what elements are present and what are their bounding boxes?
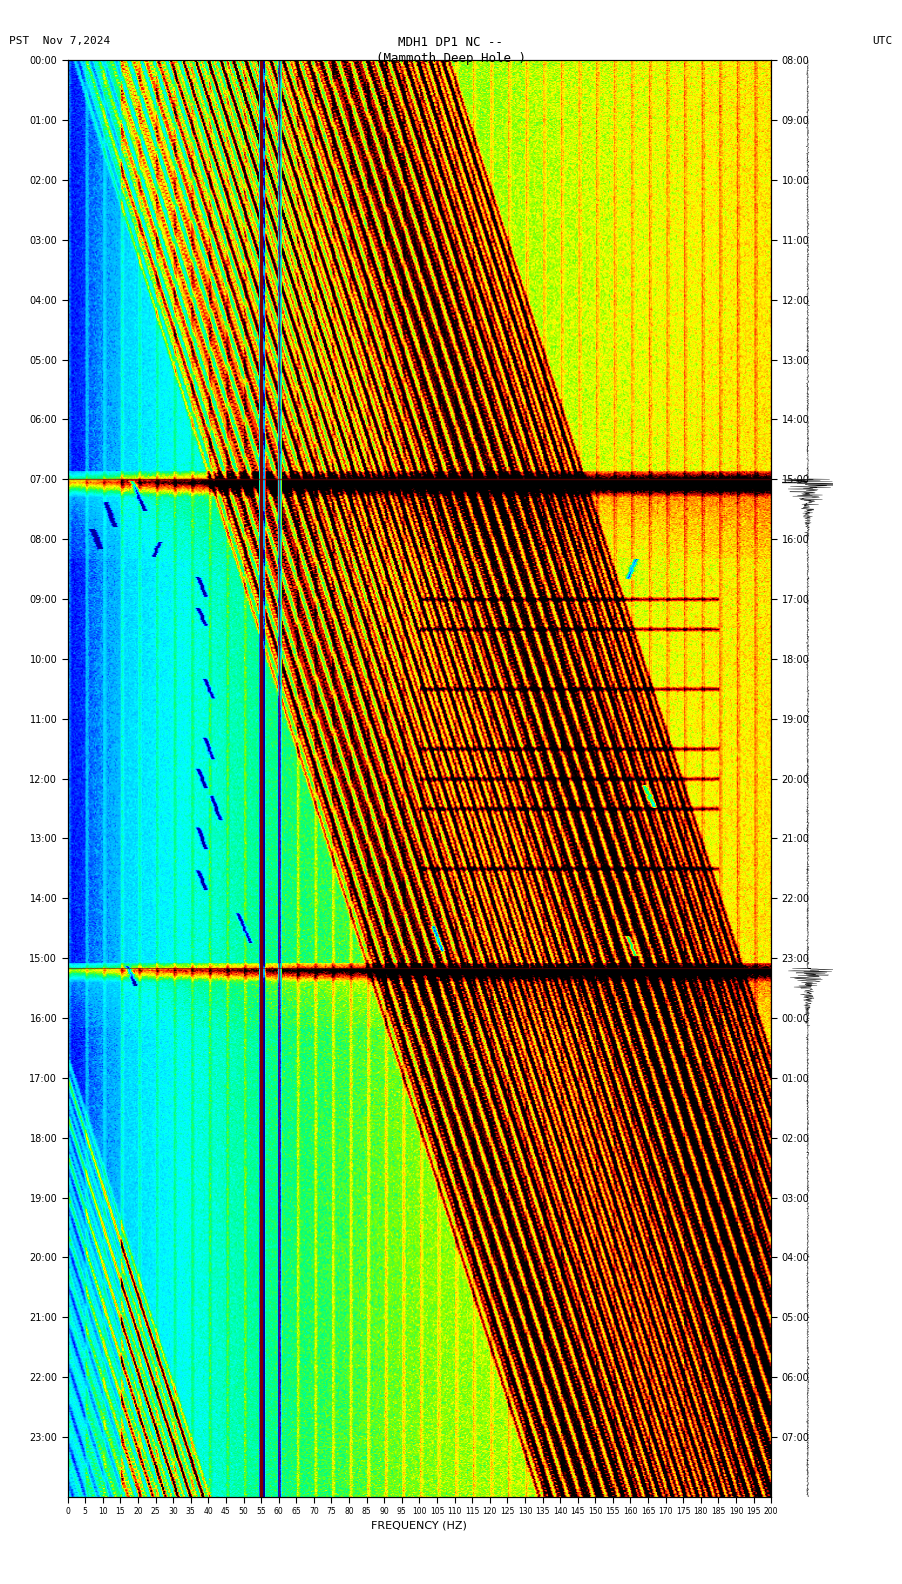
Text: UTC: UTC xyxy=(873,36,893,46)
X-axis label: FREQUENCY (HZ): FREQUENCY (HZ) xyxy=(372,1521,467,1530)
Text: (Mammoth Deep Hole ): (Mammoth Deep Hole ) xyxy=(376,52,526,65)
Text: PST  Nov 7,2024: PST Nov 7,2024 xyxy=(9,36,110,46)
Text: MDH1 DP1 NC --: MDH1 DP1 NC -- xyxy=(399,36,503,49)
